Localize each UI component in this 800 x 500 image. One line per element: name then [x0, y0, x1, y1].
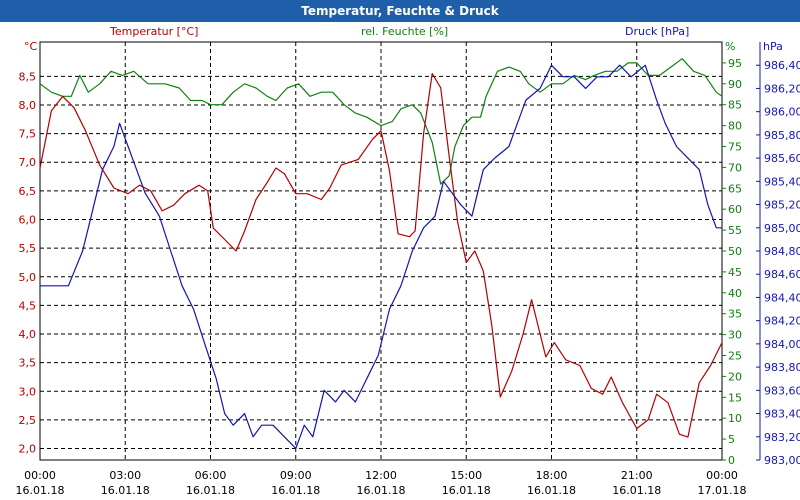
temperature-series-line — [39, 72, 723, 438]
x-tick-date: 16.01.18 — [16, 484, 65, 497]
x-tick-date: 17.01.18 — [698, 484, 747, 497]
pressure-tick-label: 986,00 — [764, 106, 800, 119]
pressure-tick-label: 985,60 — [764, 152, 800, 165]
temperature-axis-unit: °C — [24, 40, 38, 53]
humidity-tick-label: 35 — [728, 308, 742, 321]
x-tick-date: 16.01.18 — [186, 484, 235, 497]
humidity-tick-label: 70 — [728, 161, 742, 174]
pressure-tick-label: 985,40 — [764, 175, 800, 188]
pressure-tick-label: 984,20 — [764, 315, 800, 328]
x-tick-time: 21:00 — [621, 469, 653, 482]
humidity-tick-label: 45 — [728, 266, 742, 279]
temperature-tick-label: 7,0 — [19, 156, 37, 169]
x-tick-time: 00:00 — [24, 469, 56, 482]
pressure-tick-label: 983,60 — [764, 384, 800, 397]
temperature-tick-label: 8,0 — [19, 99, 37, 112]
temperature-tick-label: 6,5 — [19, 185, 37, 198]
humidity-tick-label: 50 — [728, 245, 742, 258]
x-tick-time: 06:00 — [195, 469, 227, 482]
humidity-tick-label: 25 — [728, 350, 742, 363]
temperature-tick-label: 4,0 — [19, 328, 37, 341]
temperature-tick-label: 3,5 — [19, 357, 37, 370]
x-tick-date: 16.01.18 — [527, 484, 576, 497]
humidity-tick-label: 0 — [728, 454, 735, 467]
pressure-tick-label: 985,00 — [764, 222, 800, 235]
temperature-tick-label: 3,0 — [19, 385, 37, 398]
pressure-tick-label: 983,00 — [764, 454, 800, 467]
pressure-tick-label: 983,40 — [764, 408, 800, 421]
humidity-tick-label: 95 — [728, 57, 742, 70]
x-tick-time: 15:00 — [450, 469, 482, 482]
pressure-tick-label: 983,80 — [764, 361, 800, 374]
humidity-tick-label: 85 — [728, 99, 742, 112]
temperature-tick-label: 7,5 — [19, 128, 37, 141]
temperature-tick-label: 5,5 — [19, 242, 37, 255]
temperature-tick-label: 2,5 — [19, 414, 37, 427]
pressure-series-line — [40, 64, 722, 449]
temperature-tick-label: 5,0 — [19, 271, 37, 284]
humidity-tick-label: 15 — [728, 391, 742, 404]
x-tick-date: 16.01.18 — [271, 484, 320, 497]
humidity-tick-label: 65 — [728, 182, 742, 195]
humidity-legend-label: rel. Feuchte [%] — [361, 25, 449, 38]
humidity-tick-label: 60 — [728, 203, 742, 216]
x-tick-time: 09:00 — [280, 469, 312, 482]
pressure-tick-label: 984,80 — [764, 245, 800, 258]
humidity-tick-label: 30 — [728, 329, 742, 342]
humidity-axis-unit: % — [725, 40, 736, 53]
pressure-tick-label: 984,40 — [764, 291, 800, 304]
humidity-tick-label: 20 — [728, 370, 742, 383]
x-tick-date: 16.01.18 — [101, 484, 150, 497]
pressure-tick-label: 984,00 — [764, 338, 800, 351]
humidity-tick-label: 5 — [728, 433, 735, 446]
x-tick-date: 16.01.18 — [357, 484, 406, 497]
temperature-tick-label: 2,0 — [19, 443, 37, 456]
temperature-tick-label: 6,0 — [19, 214, 37, 227]
x-tick-time: 12:00 — [365, 469, 397, 482]
pressure-tick-label: 985,20 — [764, 199, 800, 212]
pressure-legend-label: Druck [hPa] — [625, 25, 690, 38]
humidity-tick-label: 90 — [728, 78, 742, 91]
temperature-tick-label: 4,5 — [19, 299, 37, 312]
pressure-tick-label: 983,20 — [764, 431, 800, 444]
pressure-tick-label: 986,20 — [764, 82, 800, 95]
humidity-tick-label: 80 — [728, 120, 742, 133]
pressure-axis-unit: hPa — [763, 40, 783, 53]
humidity-series-line — [39, 58, 723, 185]
humidity-tick-label: 10 — [728, 412, 742, 425]
x-tick-date: 16.01.18 — [612, 484, 661, 497]
pressure-tick-label: 986,40 — [764, 59, 800, 72]
x-tick-time: 00:00 — [706, 469, 738, 482]
x-tick-date: 16.01.18 — [442, 484, 491, 497]
humidity-tick-label: 40 — [728, 287, 742, 300]
humidity-tick-label: 55 — [728, 224, 742, 237]
x-tick-time: 03:00 — [109, 469, 141, 482]
pressure-tick-label: 984,60 — [764, 268, 800, 281]
temperature-legend-label: Temperatur [°C] — [110, 25, 199, 38]
chart-title: Temperatur, Feuchte & Druck — [0, 0, 800, 22]
x-tick-time: 18:00 — [536, 469, 568, 482]
pressure-tick-label: 985,80 — [764, 129, 800, 142]
temperature-tick-label: 8,5 — [19, 70, 37, 83]
humidity-tick-label: 75 — [728, 141, 742, 154]
